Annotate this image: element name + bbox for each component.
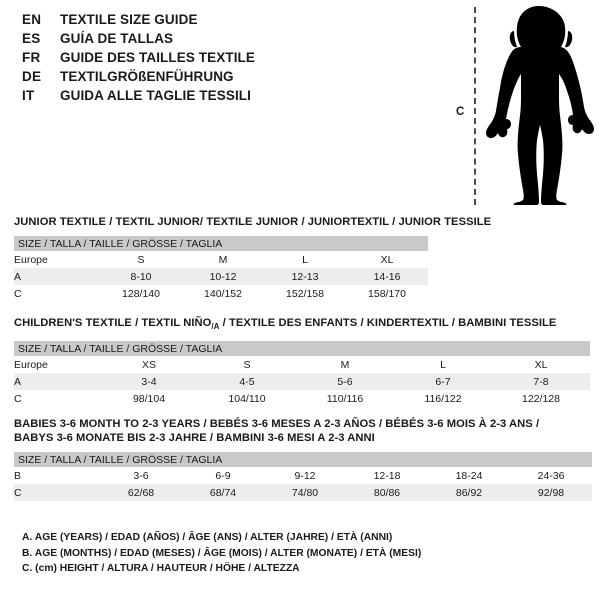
section-heading-subscript: /A [211, 322, 220, 332]
section-babies-textile: BABIES 3-6 MONTH TO 2-3 YEARS / BEBÉS 3-… [14, 417, 592, 501]
children-size-table: SIZE / TALLA / TAILLE / GRÖSSE / TAGLIA … [14, 341, 590, 407]
row-value: 74/80 [264, 484, 346, 501]
row-value: 7-8 [492, 373, 590, 391]
row-label: A [14, 268, 100, 285]
row-value: M [218, 253, 228, 266]
row-label: C [14, 484, 100, 501]
table-row: C 98/104 104/110 110/116 116/122 122/128 [14, 390, 590, 407]
row-value: 98/104 [132, 392, 166, 405]
table-band-row: SIZE / TALLA / TAILLE / GRÖSSE / TAGLIA [14, 236, 428, 251]
row-value: L [440, 358, 446, 371]
language-row: EN TEXTILE SIZE GUIDE [22, 12, 422, 31]
section-childrens-textile: CHILDREN'S TEXTILE / TEXTIL NIÑO/A / TEX… [14, 316, 590, 407]
row-value: 14-16 [346, 268, 428, 285]
row-value: 122/128 [522, 392, 560, 405]
row-value: XL [534, 358, 548, 371]
row-value: S [243, 358, 251, 371]
section-heading: JUNIOR TEXTILE / TEXTIL JUNIOR/ TEXTILE … [14, 216, 492, 228]
height-illustration: C [440, 0, 600, 210]
table-row: C 62/68 68/74 74/80 80/86 86/92 92/98 [14, 484, 592, 501]
row-value: 116/122 [424, 392, 462, 405]
row-value: 6-9 [215, 469, 231, 482]
band-label: SIZE / TALLA / TAILLE / GRÖSSE / TAGLIA [14, 236, 428, 251]
language-title: GUIDE DES TAILLES TEXTILE [60, 50, 256, 65]
row-value: 86/92 [428, 484, 510, 501]
table-band-row: SIZE / TALLA / TAILLE / GRÖSSE / TAGLIA [14, 341, 590, 357]
row-value: 92/98 [510, 484, 592, 501]
row-value: 68/74 [182, 484, 264, 501]
row-value: L [302, 253, 308, 266]
babies-size-table: SIZE / TALLA / TAILLE / GRÖSSE / TAGLIA … [14, 452, 592, 501]
language-title-list: EN TEXTILE SIZE GUIDE ES GUÍA DE TALLAS … [22, 12, 422, 107]
table-row: A 8-10 10-12 12-13 14-16 [14, 268, 428, 285]
language-title: GUIDA ALLE TAGLIE TESSILI [60, 88, 251, 103]
section-junior-textile: JUNIOR TEXTILE / TEXTIL JUNIOR/ TEXTILE … [14, 215, 491, 302]
legend-list: A. AGE (YEARS) / EDAD (AÑOS) / ÂGE (ANS)… [22, 530, 582, 577]
height-measure-dashed-line [474, 7, 476, 205]
child-silhouette-icon [486, 6, 594, 205]
row-label: Europe [14, 358, 48, 371]
language-row: DE TEXTILGRÖßENFÜHRUNG [22, 69, 422, 88]
section-heading: CHILDREN'S TEXTILE / TEXTIL NIÑO/A / TEX… [14, 316, 590, 334]
row-value: 4-5 [198, 373, 296, 391]
table-row: Europe S M L XL [14, 251, 428, 268]
section-heading-line2: BABYS 3-6 MONATE BIS 2-3 JAHRE / BAMBINI… [14, 432, 375, 444]
row-value: 12-13 [264, 268, 346, 285]
row-value: 12-18 [373, 469, 401, 482]
row-value: 62/68 [100, 484, 182, 501]
row-value: 5-6 [296, 373, 394, 391]
junior-size-table: SIZE / TALLA / TAILLE / GRÖSSE / TAGLIA … [14, 236, 428, 302]
row-value: 104/110 [228, 392, 266, 405]
band-label: SIZE / TALLA / TAILLE / GRÖSSE / TAGLIA [14, 341, 590, 357]
row-label: C [14, 287, 22, 300]
row-value: S [137, 253, 145, 266]
row-value: 80/86 [346, 484, 428, 501]
row-value: 152/158 [286, 287, 324, 300]
row-value: 6-7 [394, 373, 492, 391]
table-band-row: SIZE / TALLA / TAILLE / GRÖSSE / TAGLIA [14, 452, 592, 467]
row-value: XS [141, 358, 156, 371]
height-measure-label: C [456, 106, 465, 118]
row-value: 8-10 [100, 268, 182, 285]
row-value: 9-12 [294, 469, 316, 482]
language-row: IT GUIDA ALLE TAGLIE TESSILI [22, 88, 422, 107]
row-label: A [14, 373, 100, 391]
section-heading-post: / TEXTILE DES ENFANTS / KINDERTEXTIL / B… [219, 317, 557, 329]
section-heading-line1: BABIES 3-6 MONTH TO 2-3 YEARS / BEBÉS 3-… [14, 418, 540, 430]
language-code: DE [22, 69, 42, 84]
table-row: B 3-6 6-9 9-12 12-18 18-24 24-36 [14, 467, 592, 484]
language-row: ES GUÍA DE TALLAS [22, 31, 422, 50]
legend-item: B. AGE (MONTHS) / EDAD (MESES) / ÂGE (MO… [22, 547, 422, 559]
row-label: Europe [14, 253, 48, 266]
row-value: 10-12 [182, 268, 264, 285]
row-value: 110/116 [326, 392, 364, 405]
table-row: C 128/140 140/152 152/158 158/170 [14, 285, 428, 302]
row-value: 3-4 [100, 373, 198, 391]
row-value: 3-6 [133, 469, 149, 482]
row-value: M [340, 358, 350, 371]
row-value: 140/152 [204, 287, 242, 300]
legend-item: A. AGE (YEARS) / EDAD (AÑOS) / ÂGE (ANS)… [22, 532, 393, 543]
row-value: XL [380, 253, 394, 266]
row-value: 18-24 [455, 469, 483, 482]
language-code: IT [22, 88, 35, 103]
row-label: B [14, 469, 22, 482]
language-code: ES [22, 31, 41, 46]
language-row: FR GUIDE DES TAILLES TEXTILE [22, 50, 422, 69]
legend-item: C. (cm) HEIGHT / ALTURA / HAUTEUR / HÖHE… [22, 563, 300, 574]
table-row: A 3-4 4-5 5-6 6-7 7-8 [14, 373, 590, 391]
row-label: C [14, 392, 22, 405]
row-value: 24-36 [537, 469, 565, 482]
language-code: EN [22, 12, 42, 27]
band-label: SIZE / TALLA / TAILLE / GRÖSSE / TAGLIA [14, 452, 592, 467]
section-heading-pre: CHILDREN'S TEXTILE / TEXTIL NIÑO [14, 317, 212, 329]
language-title: TEXTILE SIZE GUIDE [60, 12, 198, 27]
language-title: TEXTILGRÖßENFÜHRUNG [60, 69, 234, 84]
row-value: 128/140 [122, 287, 160, 300]
row-value: 158/170 [368, 287, 406, 300]
language-title: GUÍA DE TALLAS [60, 31, 174, 46]
table-row: Europe XS S M L XL [14, 356, 590, 373]
language-code: FR [22, 50, 41, 65]
